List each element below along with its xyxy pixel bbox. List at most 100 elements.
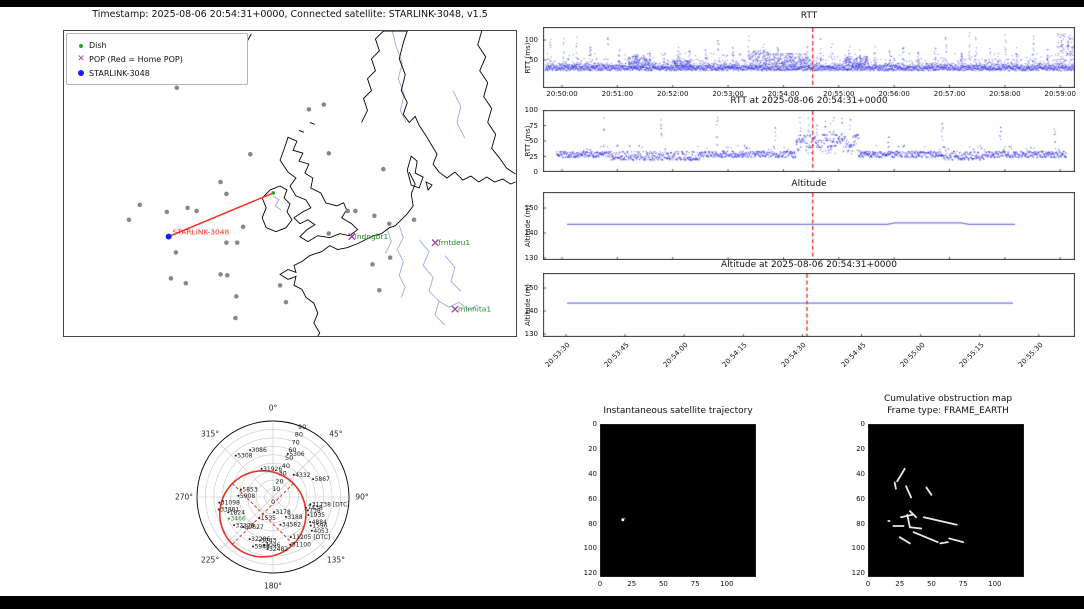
tick-label: 20 <box>856 444 865 453</box>
polar-satellite-label: 32179 <box>236 522 255 529</box>
pop-label: mlnnita1 <box>458 305 491 314</box>
other-satellite-dot <box>277 283 283 288</box>
other-satellite-dot <box>194 208 199 214</box>
obstruction-image <box>868 424 1024 577</box>
tick-label: 50 <box>926 580 936 588</box>
tick-label: 0 <box>592 420 597 428</box>
other-satellite-dot <box>248 151 253 157</box>
polar-angle-tick: 0° <box>269 404 278 413</box>
obstruction-trail <box>948 537 965 544</box>
polar-satellite-label: 31100 <box>292 542 311 549</box>
other-satellite-dot <box>164 209 170 215</box>
tick-label: 130 <box>524 330 538 338</box>
europe-map: STARLINK-3048 lndngbr1 frntdeu1 mlnnita1 <box>126 31 516 336</box>
polar-satellite-label: 4046 <box>265 542 280 549</box>
tick-label: 150 <box>524 284 538 292</box>
tick-label: 60 <box>588 494 597 503</box>
tick-label: 100 <box>851 544 865 553</box>
polar-satellite-label: 3178 <box>276 509 291 516</box>
polar-radial-tick: 10 <box>272 485 280 493</box>
polar-angle-tick: 135° <box>327 555 345 564</box>
tick-label: 75 <box>690 580 700 588</box>
tick-label: 40 <box>856 469 865 478</box>
other-satellite-dot <box>345 208 351 214</box>
tick-label: 20:54:45 <box>839 341 868 369</box>
altitude-zoom-title: Altitude at 2025-08-06 20:54:31+0000 <box>721 260 897 270</box>
pop-marker-icon: ✕ <box>77 54 85 64</box>
obstruction-trail <box>908 510 918 519</box>
polar-satellite-label: 11205 [DTC] <box>292 534 330 541</box>
other-satellite-dot <box>381 166 386 172</box>
tick-label: 25 <box>627 580 637 588</box>
tick-label: 100 <box>720 580 734 588</box>
pop-x-icon <box>431 239 439 247</box>
polar-satellite-label: 3188 <box>287 514 302 521</box>
polar-satellite-label: 738 <box>309 507 321 514</box>
other-satellite-dot <box>225 273 230 278</box>
other-satellite-dot <box>377 287 382 293</box>
obstruction-trail <box>908 526 923 530</box>
polar-satellite-label: 31098 <box>221 500 240 507</box>
tick-label: 25 <box>529 152 538 161</box>
polar-angle-tick: 225° <box>201 555 219 564</box>
top-black-bar <box>0 0 1084 7</box>
altitude-full-chart <box>543 192 1075 260</box>
polar-satellite-label: 3466 <box>230 515 245 522</box>
polar-radial-tick: 20 <box>275 477 283 485</box>
tick-label: 20:54:00 <box>767 90 800 98</box>
other-satellite-dot <box>174 85 180 91</box>
other-satellite-dot <box>183 280 189 286</box>
tick-label: 20:51:00 <box>601 90 634 98</box>
polar-satellite-label: 5306 <box>289 451 304 458</box>
polar-satellite-label: 3086 <box>252 447 267 454</box>
polar-satellite-label: 1535 <box>261 515 276 522</box>
pop-label: frntdeu1 <box>438 238 470 247</box>
connected-satellite-label: STARLINK-3048 <box>173 228 230 237</box>
obstruction-trail <box>912 531 939 544</box>
altitude-full-title: Altitude <box>791 179 827 189</box>
polar-radial-tick: 0 <box>271 498 275 506</box>
polar-radial-tick: 80 <box>295 431 303 439</box>
other-satellite-dot <box>283 299 289 305</box>
obstruction-trail <box>905 485 913 499</box>
sky-polar-plot: 0° 45° 90° 135° 180° 225° 270° 315° 102030405060… <box>175 404 369 591</box>
tick-label: 100 <box>524 36 538 44</box>
tick-label: 20:55:00 <box>823 90 855 98</box>
obstruction-trail <box>922 516 958 526</box>
tick-label: 130 <box>524 254 538 262</box>
dish-dot <box>271 191 276 195</box>
other-satellite-dot <box>233 315 238 321</box>
other-satellite-dot <box>240 224 246 230</box>
tick-label: 20:55:15 <box>957 341 986 369</box>
polar-satellite-label: 5853 <box>242 487 257 494</box>
rtt-zoom-chart <box>543 110 1075 172</box>
polar-angle-tick: 315° <box>201 430 219 439</box>
tick-label: 80 <box>588 519 597 528</box>
tick-label: 0 <box>860 420 865 428</box>
other-satellite-dot <box>326 151 332 156</box>
polar-angle-tick: 180° <box>264 582 282 591</box>
other-satellite-dot <box>353 208 358 214</box>
tick-label: 75 <box>529 121 538 130</box>
polar-satellite-label: 33881 <box>220 507 239 514</box>
tick-label: 20:54:15 <box>721 341 749 369</box>
obstruction-trail <box>896 467 906 483</box>
tick-label: 0 <box>597 580 603 588</box>
obstruction-trail <box>906 513 911 529</box>
connected-satellite-dot <box>165 233 172 240</box>
legend-item-pop: ✕ POP (Red = Home POP) <box>73 52 241 66</box>
tick-label: 20:57:00 <box>933 90 966 98</box>
fov-circle <box>219 470 307 558</box>
other-satellite-dot <box>386 221 392 227</box>
polar-satellite-label: 5308 <box>237 453 252 460</box>
polar-satellite-label: 4884 <box>312 519 327 526</box>
other-satellite-dot <box>137 202 143 208</box>
tick-label: 20:55:30 <box>1016 341 1045 369</box>
other-satellite-dot <box>387 255 393 260</box>
other-satellite-dot <box>370 262 375 267</box>
dish-marker-icon <box>73 41 89 50</box>
tick-label: 100 <box>988 580 1002 588</box>
tick-label: 20:52:00 <box>656 90 689 98</box>
polar-satellite-label: 1824 <box>230 509 245 516</box>
tick-label: 25 <box>895 580 905 588</box>
